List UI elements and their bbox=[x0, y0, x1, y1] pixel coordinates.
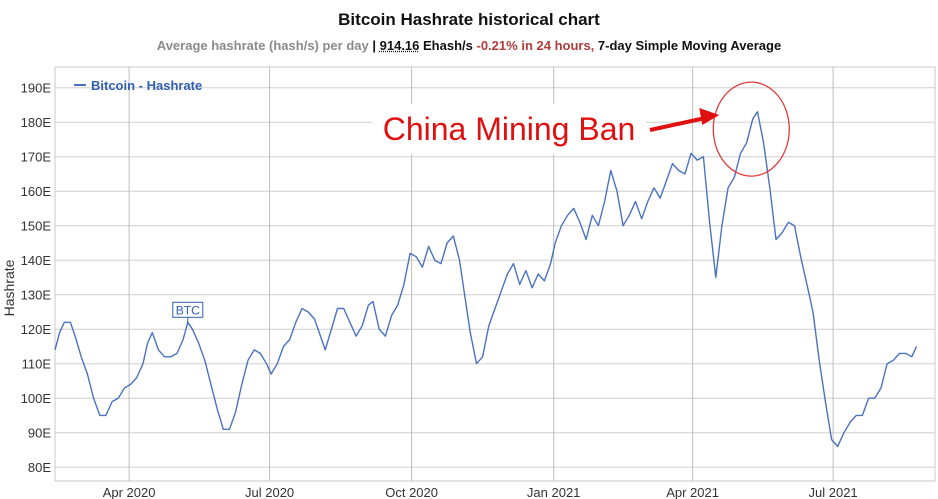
annotations: BTC China Mining Ban bbox=[172, 81, 790, 323]
grid bbox=[54, 66, 936, 482]
callout-arrow-head bbox=[699, 108, 720, 125]
highlight-circle bbox=[712, 81, 790, 177]
x-tick-label: Apr 2020 bbox=[103, 485, 156, 499]
legend-entry[interactable]: Bitcoin - Hashrate bbox=[91, 78, 202, 93]
flag-label: BTC bbox=[176, 303, 200, 317]
y-tick-label: 150E bbox=[21, 219, 52, 234]
chart-title: Bitcoin Hashrate historical chart bbox=[338, 10, 600, 29]
y-tick-label: 170E bbox=[21, 150, 52, 165]
subtitle-separator: | bbox=[372, 38, 376, 53]
flag-box[interactable] bbox=[172, 301, 204, 318]
x-tick-label: Jul 2020 bbox=[245, 485, 294, 499]
y-tick-label: 110E bbox=[22, 357, 52, 372]
y-tick-label: 100E bbox=[21, 391, 52, 406]
x-tick-label: Oct 2020 bbox=[385, 485, 438, 499]
hashrate-unit: Ehash/s bbox=[423, 38, 473, 53]
change-value: -0.21% bbox=[476, 38, 518, 53]
y-tick-label: 180E bbox=[21, 115, 52, 130]
x-tick-label: Jan 2021 bbox=[527, 485, 581, 499]
callout-background bbox=[372, 104, 646, 154]
y-tick-label: 130E bbox=[21, 288, 52, 303]
series-lines bbox=[54, 111, 918, 448]
y-tick-label: 120E bbox=[21, 322, 52, 337]
y-tick-label: 140E bbox=[21, 253, 52, 268]
series-line[interactable] bbox=[54, 111, 918, 448]
sma-label: 7-day Simple Moving Average bbox=[597, 38, 782, 53]
x-tick-label: Jul 2021 bbox=[809, 485, 858, 499]
change-period: in 24 hours, bbox=[521, 38, 595, 53]
callout-text: China Mining Ban bbox=[383, 111, 636, 147]
subtitle-prefix: Average hashrate (hash/s) per day bbox=[156, 38, 369, 53]
y-tick-label: 80E bbox=[28, 460, 51, 475]
x-axis-ticks: Apr 2020 Jul 2020 Oct 2020 Jan 2021 Apr 2021… bbox=[103, 485, 858, 499]
chart-subtitle: Average hashrate (hash/s) per day | 914.… bbox=[0, 38, 938, 53]
plot-frame bbox=[54, 66, 936, 482]
legend[interactable]: Bitcoin - Hashrate bbox=[74, 78, 202, 93]
y-tick-label: 90E bbox=[28, 426, 51, 441]
y-axis-ticks: 80E 90E 100E 110E 120E 130E 140E 150E 160E 170E 18… bbox=[21, 81, 52, 476]
callout-arrow-shaft bbox=[649, 116, 706, 132]
y-axis-label: Hashrate bbox=[1, 259, 17, 316]
y-tick-label: 190E bbox=[21, 81, 52, 96]
y-tick-label: 160E bbox=[21, 184, 52, 199]
x-tick-label: Apr 2021 bbox=[666, 485, 719, 499]
hashrate-value[interactable]: 914.16 bbox=[379, 38, 420, 53]
